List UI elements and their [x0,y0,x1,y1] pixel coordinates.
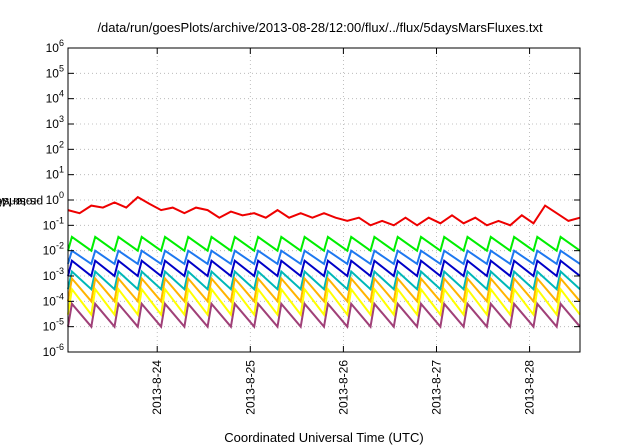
y-tick-label: 103 [46,114,64,131]
series-group [67,195,581,329]
y-tick-label: 10-1 [43,215,64,232]
series-line-8 [67,301,581,329]
x-axis-label: Coordinated Universal Time (UTC) [224,430,424,445]
y-tick-label: 101 [46,165,64,182]
y-tick-label: 104 [46,89,64,106]
x-tick-label: 2013-8-27 [429,360,443,415]
y-tick-label: 105 [46,63,64,80]
chart-title: /data/run/goesPlots/archive/2013-08-28/1… [97,20,543,35]
y-tick-label: 10-3 [43,266,64,283]
y-tick-label: 10-5 [43,317,64,334]
series-line-7 [67,286,581,318]
x-tick-label: 2013-8-24 [150,360,164,415]
y-tick-label: 10-2 [43,241,64,258]
series-line-5 [67,269,581,292]
x-tick-label: 2013-8-26 [336,360,350,415]
series-line-3 [67,249,581,266]
x-tick-label: 2013-8-25 [243,360,257,415]
x-axis-ticks: 2013-8-24 2013-8-25 2013-8-26 2013-8-27 2013… [150,48,537,415]
series-line-2 [67,235,581,253]
series-line-6 [67,276,581,304]
series-line-4 [67,258,581,278]
series-line-1 [67,195,581,227]
x-tick-label: 2013-8-28 [523,360,537,415]
y-tick-label: 100 [46,190,64,207]
y-tick-label: 102 [46,139,64,156]
y-tick-label: 10-6 [43,342,64,359]
y-axis-ticks: 10-6 10-5 10-4 10-3 10-2 10-1 100 101 102 103 104 1… [43,38,580,359]
y-tick-label: 10-4 [43,291,64,308]
y-tick-label: 106 [46,38,64,55]
